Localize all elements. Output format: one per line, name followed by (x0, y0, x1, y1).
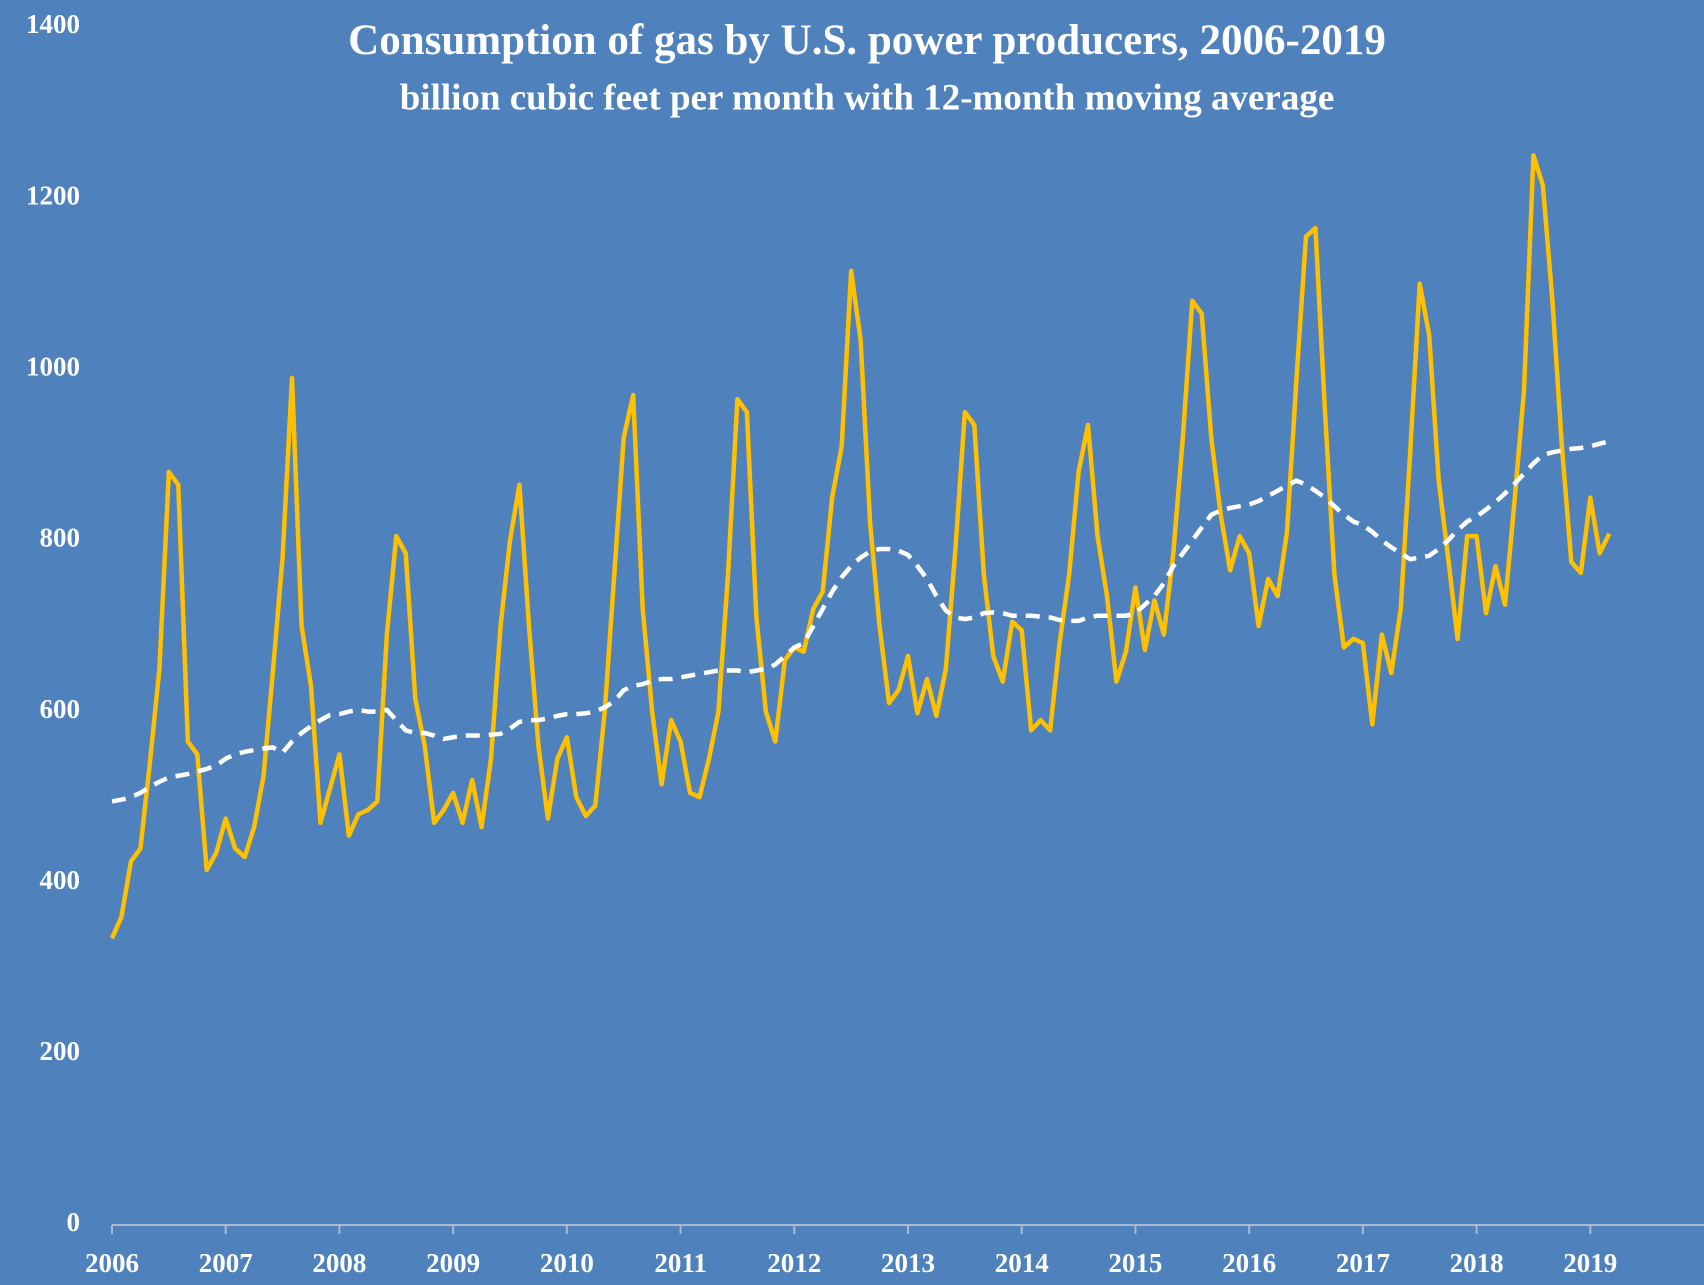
x-tick-label: 2019 (1563, 1248, 1617, 1278)
x-tick-label: 2010 (540, 1248, 594, 1278)
y-tick-label: 200 (40, 1036, 81, 1066)
y-tick-label: 800 (40, 523, 81, 553)
x-tick-label: 2013 (881, 1248, 935, 1278)
series-line (109, 153, 1612, 940)
chart-title: Consumption of gas by U.S. power produce… (348, 17, 1386, 64)
x-tick-label: 2017 (1336, 1248, 1390, 1278)
y-tick-label: 400 (40, 865, 81, 895)
y-tick-label: 1000 (26, 351, 80, 381)
x-tick-label: 2008 (312, 1248, 366, 1278)
y-tick-label: 1400 (26, 9, 80, 39)
x-tick-label: 2015 (1108, 1248, 1162, 1278)
x-tick-label: 2012 (767, 1248, 821, 1278)
x-tick-label: 2007 (199, 1248, 253, 1278)
x-tick-label: 2009 (426, 1248, 480, 1278)
y-tick-label: 0 (67, 1207, 81, 1237)
x-tick-label: 2018 (1450, 1248, 1504, 1278)
series-line (111, 438, 1610, 804)
x-tick-label: 2006 (85, 1248, 139, 1278)
y-tick-label: 1200 (26, 180, 80, 210)
chart-subtitle: billion cubic feet per month with 12-mon… (400, 77, 1335, 118)
x-tick-label: 2011 (654, 1248, 707, 1278)
y-tick-label: 600 (40, 694, 81, 724)
x-tick-label: 2016 (1222, 1248, 1276, 1278)
x-tick-label: 2014 (995, 1248, 1049, 1278)
